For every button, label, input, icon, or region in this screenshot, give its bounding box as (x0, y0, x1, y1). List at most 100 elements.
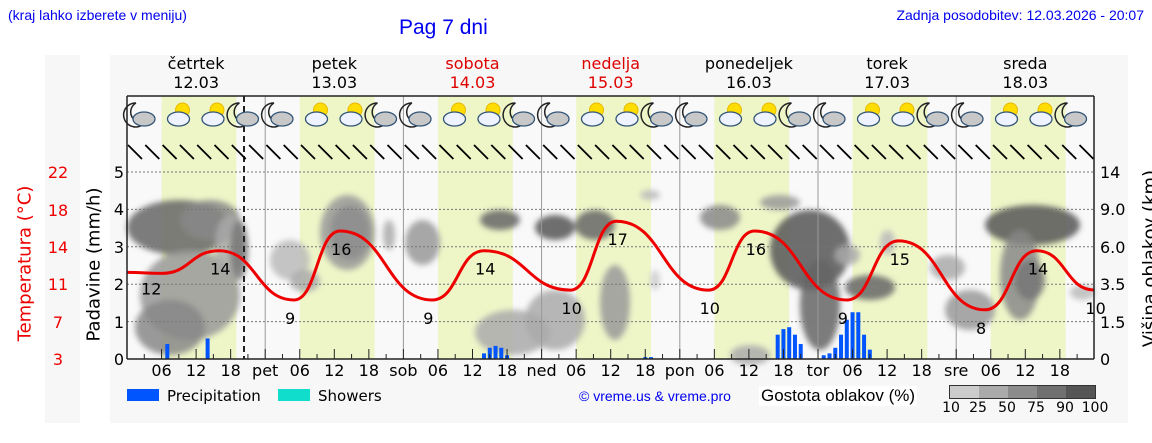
x-tick-label: 06 (427, 361, 449, 380)
temp-tick: 7 (52, 313, 64, 332)
svg-text:10: 10 (700, 299, 720, 318)
svg-text:16: 16 (331, 240, 351, 259)
x-tick-label: pon (664, 361, 695, 380)
x-tick-label: 18 (635, 361, 656, 380)
cloud-scale-label: 100 (1081, 400, 1109, 416)
x-tick-label: ned (526, 361, 557, 380)
day-name: sreda (1003, 54, 1048, 73)
cloud-height-tick: 3.5 (1100, 275, 1126, 294)
precip-tick: 0 (113, 350, 124, 369)
x-tick-label: tor (806, 361, 830, 380)
day-separator-lines (264, 96, 957, 359)
cloud-height-tick: 9.0 (1100, 200, 1126, 219)
cloud-scale-label: 90 (1056, 400, 1074, 416)
showers-legend-swatch (278, 389, 310, 401)
precipitation-legend-label: Precipitation (167, 387, 261, 405)
cloud-scale-label: 50 (998, 400, 1016, 416)
day-name: nedelja (581, 54, 641, 73)
cloud-height-tick: 0 (1100, 350, 1111, 369)
last-update: Zadnja posodobitev: 12.03.2026 - 20:07 (896, 7, 1144, 23)
day-date: 18.03 (1002, 73, 1049, 92)
svg-text:9: 9 (423, 309, 433, 328)
temperature-line (126, 219, 1095, 312)
cloud-density-title: Gostota oblakov (%) (759, 386, 918, 406)
wind-barbs-row (127, 144, 1095, 160)
svg-text:9: 9 (838, 309, 848, 328)
temperature-labels: 12 14 9 16 9 14 10 17 10 16 9 15 8 14 10 (141, 230, 1106, 338)
temp-tick: 11 (47, 275, 69, 294)
x-tick-label: pet (252, 361, 279, 380)
day-name: torek (866, 54, 908, 73)
temp-tick: 3 (52, 350, 64, 369)
x-tick-label: 12 (738, 361, 760, 380)
precipitation-legend-swatch (127, 389, 159, 401)
x-tick-label: sob (389, 361, 418, 380)
temp-tick: 14 (47, 238, 69, 257)
cloud-scale-label: 25 (969, 400, 987, 416)
svg-text:17: 17 (607, 230, 627, 249)
day-name: petek (311, 54, 357, 73)
svg-text:10: 10 (1085, 299, 1105, 318)
x-tick-label: 06 (565, 361, 587, 380)
day-date: 16.03 (725, 73, 772, 92)
precip-tick: 4 (113, 200, 124, 219)
cloud-height-tick: 14 (1100, 163, 1121, 182)
cloud-density-shading (127, 190, 1095, 365)
svg-text:14: 14 (475, 260, 495, 279)
x-tick-label: 18 (911, 361, 932, 380)
svg-text:14: 14 (210, 260, 230, 279)
day-name: ponedeljek (704, 54, 793, 73)
cloud-height-tick: 6.0 (1100, 238, 1126, 257)
x-tick-label: 18 (773, 361, 794, 380)
svg-text:15: 15 (890, 250, 910, 269)
x-tick-label: 18 (220, 361, 241, 380)
cloud-scale-label: 75 (1027, 400, 1045, 416)
showers-legend-label: Showers (318, 387, 382, 405)
day-date: 14.03 (449, 73, 496, 92)
x-tick-label: 06 (842, 361, 863, 380)
x-tick-label: 12 (324, 361, 345, 380)
temperature-axis-panel (45, 55, 80, 423)
x-tick-label: 18 (358, 361, 380, 380)
gridlines (127, 171, 1094, 323)
day-date: 15.03 (587, 73, 634, 92)
precip-tick: 5 (113, 163, 124, 182)
precip-tick: 2 (113, 275, 124, 294)
x-tick-label: 12 (876, 361, 898, 380)
x-tick-label: 06 (704, 361, 725, 380)
day-date: 13.03 (311, 73, 358, 92)
cloud-density-scale (949, 385, 1096, 399)
precip-tick: 3 (113, 238, 124, 257)
day-name: četrtek (167, 54, 225, 73)
x-tick-label: sre (943, 361, 969, 380)
svg-text:8: 8 (976, 319, 986, 338)
svg-text:12: 12 (141, 279, 161, 298)
precipitation-bars (165, 312, 872, 359)
cloud-scale-label: 10 (942, 400, 960, 416)
temp-tick: 18 (47, 201, 69, 220)
svg-text:9: 9 (285, 309, 295, 328)
day-name: sobota (445, 54, 500, 73)
x-tick-label: 12 (1015, 361, 1036, 380)
svg-text:14: 14 (1028, 260, 1048, 279)
temp-tick: 22 (47, 163, 69, 182)
svg-text:16: 16 (746, 240, 766, 259)
x-tick-label: 06 (151, 361, 172, 380)
weather-icons-row (122, 102, 1088, 128)
copyright-link[interactable]: © vreme.us & vreme.pro (579, 388, 731, 404)
x-tick-label: 06 (289, 361, 310, 380)
page-title: Pag 7 dni (399, 16, 488, 39)
x-tick-label: 12 (185, 361, 207, 380)
cloud-height-tick: 1.5 (1100, 313, 1126, 332)
precip-tick: 1 (113, 313, 124, 332)
day-date: 17.03 (864, 73, 910, 92)
x-tick-label: 18 (1049, 361, 1071, 380)
day-date: 12.03 (173, 73, 219, 92)
x-tick-label: 12 (600, 361, 621, 380)
x-tick-label: 18 (496, 361, 518, 380)
svg-text:10: 10 (561, 299, 581, 318)
location-note[interactable]: (kraj lahko izberete v meniju) (8, 7, 187, 23)
x-tick-label: 12 (462, 361, 483, 380)
x-tick-label: 06 (980, 361, 1001, 380)
